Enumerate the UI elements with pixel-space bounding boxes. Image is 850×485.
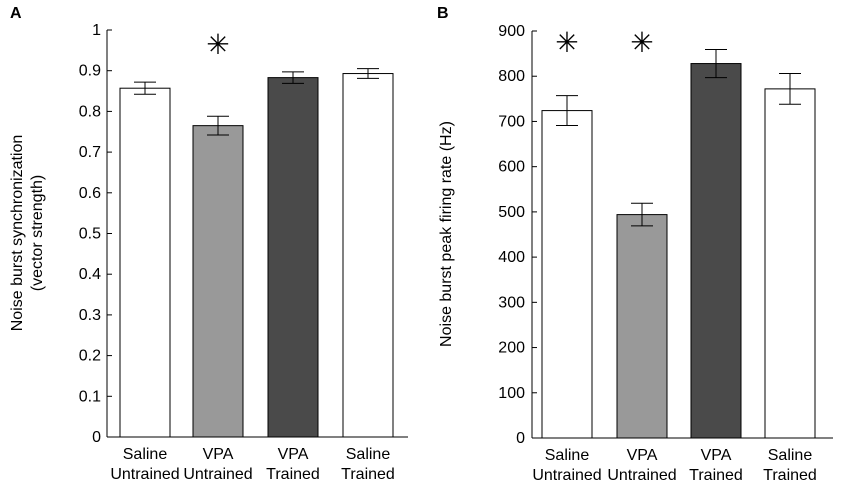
bar: [690, 63, 742, 439]
category-label: Untrained: [110, 466, 179, 483]
bar: [616, 214, 668, 439]
category-label: VPA: [701, 447, 732, 464]
error-bar: [779, 73, 801, 105]
error-bar: [631, 202, 653, 227]
y-tick-label: 0.2: [79, 348, 101, 365]
significance-marker: ✳: [206, 29, 229, 60]
category-label: Saline: [545, 447, 590, 464]
error-bar: [357, 68, 379, 79]
y-tick-label: 300: [498, 294, 525, 311]
category-label: Trained: [341, 466, 395, 483]
error-bar: [207, 115, 229, 136]
category-label: Trained: [763, 467, 817, 484]
panel-label: A: [10, 5, 22, 22]
y-tick-label: 200: [498, 340, 525, 357]
y-tick-label: 0.4: [79, 266, 101, 283]
category-label: VPA: [627, 447, 658, 464]
y-axis-title: Noise burst synchronization: [9, 135, 26, 332]
chart-panel-a: A Noise burst synchronization (vector stre…: [9, 5, 408, 483]
y-tick-label: 800: [498, 68, 525, 85]
chart-panel-b: B Noise burst peak firing rate (Hz) ✳ Salin…: [437, 5, 833, 484]
y-tick-label: 900: [498, 23, 525, 40]
y-axis-title: Noise burst peak firing rate (Hz): [438, 121, 455, 347]
y-tick-label: 0.1: [79, 388, 101, 405]
category-label: VPA: [278, 446, 309, 463]
significance-marker: ✳: [630, 27, 653, 58]
bar: [342, 73, 394, 438]
category-label: VPA: [203, 446, 234, 463]
category-label: Saline: [123, 446, 168, 463]
y-tick-label: 0: [516, 430, 525, 447]
y-tick-label: 0.6: [79, 185, 101, 202]
bar: [119, 87, 171, 438]
category-label: Trained: [266, 466, 320, 483]
bar: [192, 125, 244, 438]
y-tick-label: 400: [498, 249, 525, 266]
error-bar: [134, 81, 156, 95]
y-tick-label: 0.7: [79, 144, 101, 161]
y-tick-label: 100: [498, 385, 525, 402]
bar: [267, 77, 319, 438]
category-label: Untrained: [607, 467, 676, 484]
error-bar: [282, 71, 304, 84]
category-label: Saline: [768, 447, 813, 464]
y-tick-label: 0.3: [79, 307, 101, 324]
y-tick-label: 0.8: [79, 103, 101, 120]
bar: [541, 110, 593, 439]
error-bar: [556, 95, 578, 127]
bar: [764, 88, 816, 439]
error-bar: [705, 49, 727, 79]
y-tick-label: 0.9: [79, 63, 101, 80]
y-tick-label: 1: [92, 22, 101, 39]
y-tick-label: 0: [92, 429, 101, 446]
y-tick-label: 700: [498, 113, 525, 130]
y-tick-label: 500: [498, 204, 525, 221]
category-label: Untrained: [183, 466, 252, 483]
y-axis-title: (vector strength): [29, 175, 46, 291]
y-tick-label: 600: [498, 159, 525, 176]
panel-label: B: [437, 5, 449, 22]
y-tick-label: 0.5: [79, 226, 101, 243]
category-label: Untrained: [532, 467, 601, 484]
significance-marker: ✳: [555, 27, 578, 58]
category-label: Trained: [689, 467, 743, 484]
category-label: Saline: [346, 446, 391, 463]
